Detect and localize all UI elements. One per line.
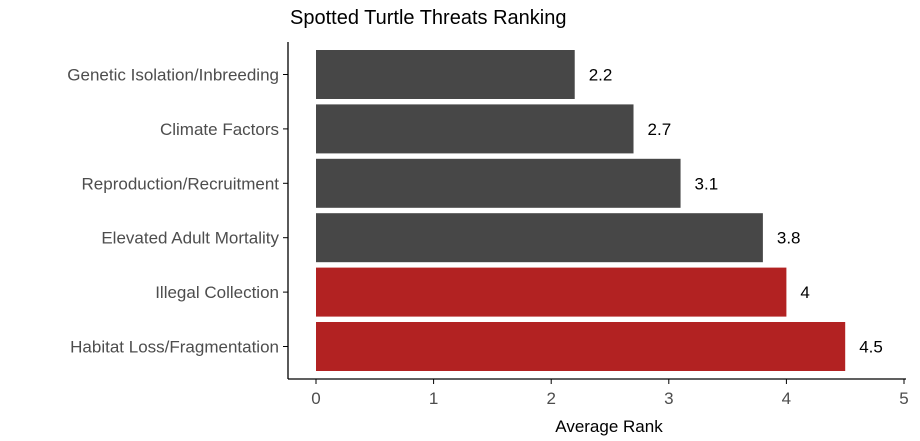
category-label: Climate Factors bbox=[160, 120, 279, 139]
bar bbox=[316, 104, 634, 154]
x-axis: 0 1 2 3 4 5 bbox=[288, 378, 909, 408]
y-axis bbox=[283, 42, 289, 379]
x-tick-label: 3 bbox=[664, 389, 673, 408]
chart-title: Spotted Turtle Threats Ranking bbox=[290, 7, 566, 29]
x-tick-label: 4 bbox=[782, 389, 791, 408]
bar bbox=[316, 267, 787, 317]
bar bbox=[316, 322, 846, 371]
x-tick-label: 0 bbox=[311, 389, 320, 408]
category-label: Illegal Collection bbox=[155, 283, 279, 302]
category-label: Reproduction/Recruitment bbox=[82, 174, 280, 193]
data-label: 3.8 bbox=[777, 229, 801, 248]
category-label: Genetic Isolation/Inbreeding bbox=[67, 66, 279, 85]
category-labels: Genetic Isolation/Inbreeding Climate Fact… bbox=[67, 66, 279, 357]
data-label: 2.2 bbox=[589, 66, 613, 85]
data-label: 2.7 bbox=[648, 120, 672, 139]
data-label: 3.1 bbox=[695, 174, 719, 193]
bar bbox=[316, 50, 575, 99]
data-labels: 2.2 2.7 3.1 3.8 4 4.5 bbox=[589, 66, 883, 357]
x-axis-title: Average Rank bbox=[555, 417, 663, 436]
x-tick-label: 1 bbox=[429, 389, 438, 408]
data-label: 4.5 bbox=[859, 338, 883, 357]
data-label: 4 bbox=[800, 283, 809, 302]
bar bbox=[316, 213, 763, 263]
category-label: Elevated Adult Mortality bbox=[101, 229, 279, 248]
bar bbox=[316, 158, 681, 208]
bars-group bbox=[316, 50, 846, 371]
x-tick-label: 5 bbox=[899, 389, 908, 408]
category-label: Habitat Loss/Fragmentation bbox=[70, 338, 279, 357]
x-tick-label: 2 bbox=[546, 389, 555, 408]
